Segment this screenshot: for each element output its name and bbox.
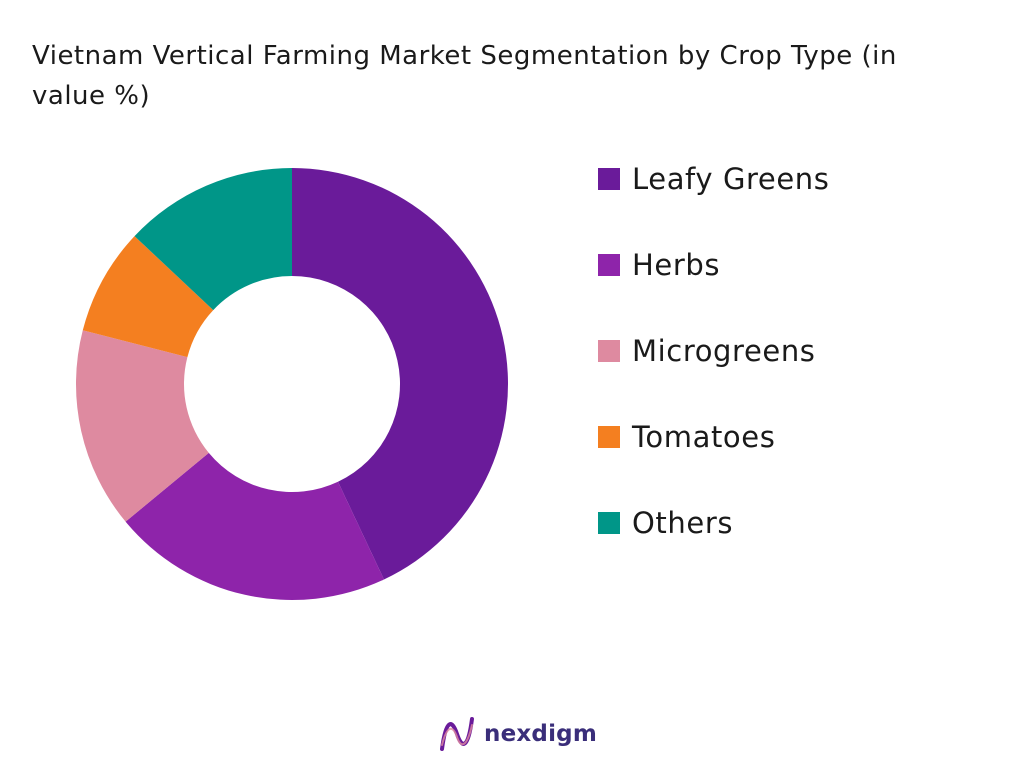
legend-swatch-microgreens bbox=[598, 340, 620, 362]
legend-label-herbs: Herbs bbox=[632, 248, 721, 282]
legend-item-microgreens: Microgreens bbox=[598, 332, 829, 418]
legend-label-tomatoes: Tomatoes bbox=[632, 420, 776, 454]
donut-slice-tomatoes bbox=[82, 236, 214, 358]
legend-swatch-tomatoes bbox=[598, 426, 620, 448]
chart-legend: Leafy Greens Herbs Microgreens Tomatoes Othe… bbox=[598, 160, 829, 590]
brand-footer: nexdigm bbox=[438, 714, 597, 754]
legend-item-leafy-greens: Leafy Greens bbox=[598, 160, 829, 246]
donut-slice-herbs bbox=[125, 452, 384, 600]
chart-title: Vietnam Vertical Farming Market Segmenta… bbox=[32, 41, 897, 111]
brand-name: nexdigm bbox=[484, 721, 597, 747]
legend-item-others: Others bbox=[598, 504, 829, 590]
donut-slice-leafy-greens bbox=[292, 168, 509, 580]
legend-swatch-herbs bbox=[598, 254, 620, 276]
legend-label-leafy-greens: Leafy Greens bbox=[632, 162, 830, 196]
legend-item-tomatoes: Tomatoes bbox=[598, 418, 829, 504]
nexdigm-wave-logo-icon bbox=[440, 717, 474, 751]
legend-swatch-others bbox=[598, 512, 620, 534]
legend-item-herbs: Herbs bbox=[598, 246, 829, 332]
donut-slice-microgreens bbox=[76, 330, 209, 522]
donut-slice-others bbox=[134, 168, 292, 311]
legend-swatch-leafy-greens bbox=[598, 168, 620, 190]
legend-label-microgreens: Microgreens bbox=[632, 334, 816, 368]
legend-label-others: Others bbox=[632, 506, 734, 540]
